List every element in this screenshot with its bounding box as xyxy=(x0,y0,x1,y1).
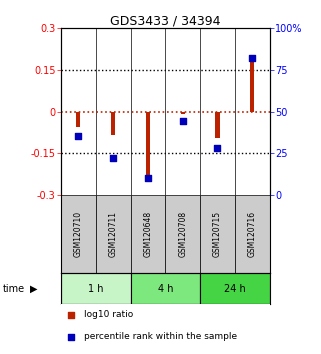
Point xyxy=(145,175,151,181)
Text: log10 ratio: log10 ratio xyxy=(84,310,133,319)
Text: GSM120708: GSM120708 xyxy=(178,211,187,257)
Text: 1 h: 1 h xyxy=(88,284,103,293)
Bar xyxy=(61,273,131,304)
Bar xyxy=(200,195,235,273)
Point xyxy=(250,56,255,61)
Bar xyxy=(200,273,270,304)
Bar xyxy=(61,195,96,273)
Bar xyxy=(215,112,220,138)
Bar xyxy=(111,112,115,135)
Bar xyxy=(235,195,270,273)
Text: GSM120648: GSM120648 xyxy=(143,211,152,257)
Bar xyxy=(96,195,131,273)
Bar xyxy=(146,112,150,179)
Bar xyxy=(76,112,81,127)
Text: GSM120715: GSM120715 xyxy=(213,211,222,257)
Text: 24 h: 24 h xyxy=(224,284,246,293)
Title: GDS3433 / 34394: GDS3433 / 34394 xyxy=(110,14,221,27)
Point xyxy=(110,155,116,161)
Text: ▶: ▶ xyxy=(30,284,38,293)
Bar xyxy=(165,195,200,273)
Bar xyxy=(131,273,200,304)
Point xyxy=(215,145,220,151)
Point xyxy=(69,334,74,339)
Text: percentile rank within the sample: percentile rank within the sample xyxy=(84,332,237,341)
Point xyxy=(69,312,74,318)
Bar xyxy=(181,112,185,114)
Text: 4 h: 4 h xyxy=(158,284,173,293)
Text: GSM120710: GSM120710 xyxy=(74,211,83,257)
Text: GSM120711: GSM120711 xyxy=(108,211,118,257)
Point xyxy=(76,133,81,139)
Text: GSM120716: GSM120716 xyxy=(248,211,257,257)
Bar xyxy=(250,59,254,112)
Point xyxy=(180,119,185,124)
Text: time: time xyxy=(3,284,25,293)
Bar xyxy=(131,195,165,273)
